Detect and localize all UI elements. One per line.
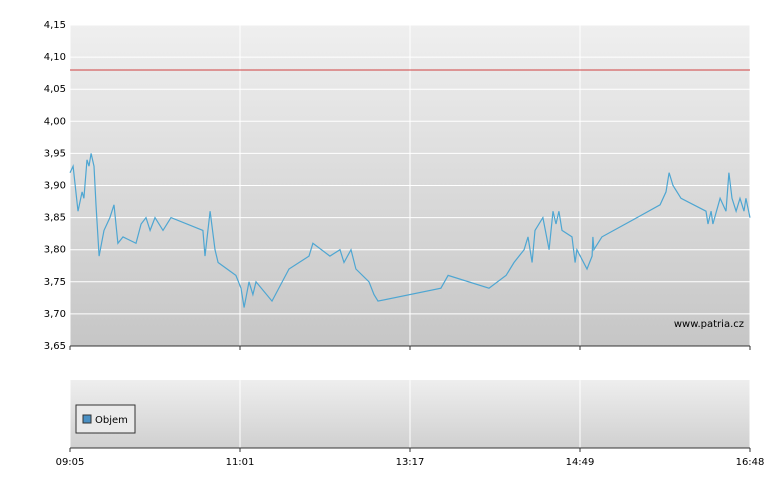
y-tick-label: 3,90 <box>44 181 66 192</box>
y-tick-label: 4,05 <box>44 84 66 95</box>
y-tick-label: 3,65 <box>44 341 66 352</box>
watermark: www.patria.cz <box>674 319 744 330</box>
x-tick-label: 11:01 <box>226 457 255 468</box>
y-tick-label: 4,00 <box>44 116 66 127</box>
y-tick-label: 4,15 <box>44 20 66 31</box>
y-tick-label: 3,70 <box>44 309 66 320</box>
x-tick-label: 09:05 <box>56 457 85 468</box>
y-tick-label: 3,80 <box>44 245 66 256</box>
legend-swatch <box>82 414 92 424</box>
y-tick-label: 3,75 <box>44 277 66 288</box>
price-line <box>69 153 751 308</box>
legend-label: Objem <box>95 415 128 426</box>
y-tick-label: 3,85 <box>44 213 66 224</box>
x-tick-label: 16:48 <box>736 457 765 468</box>
x-tick-label: 13:17 <box>396 457 425 468</box>
y-tick-label: 4,10 <box>44 52 66 63</box>
x-tick-label: 14:49 <box>566 457 595 468</box>
y-tick-label: 3,95 <box>44 148 66 159</box>
